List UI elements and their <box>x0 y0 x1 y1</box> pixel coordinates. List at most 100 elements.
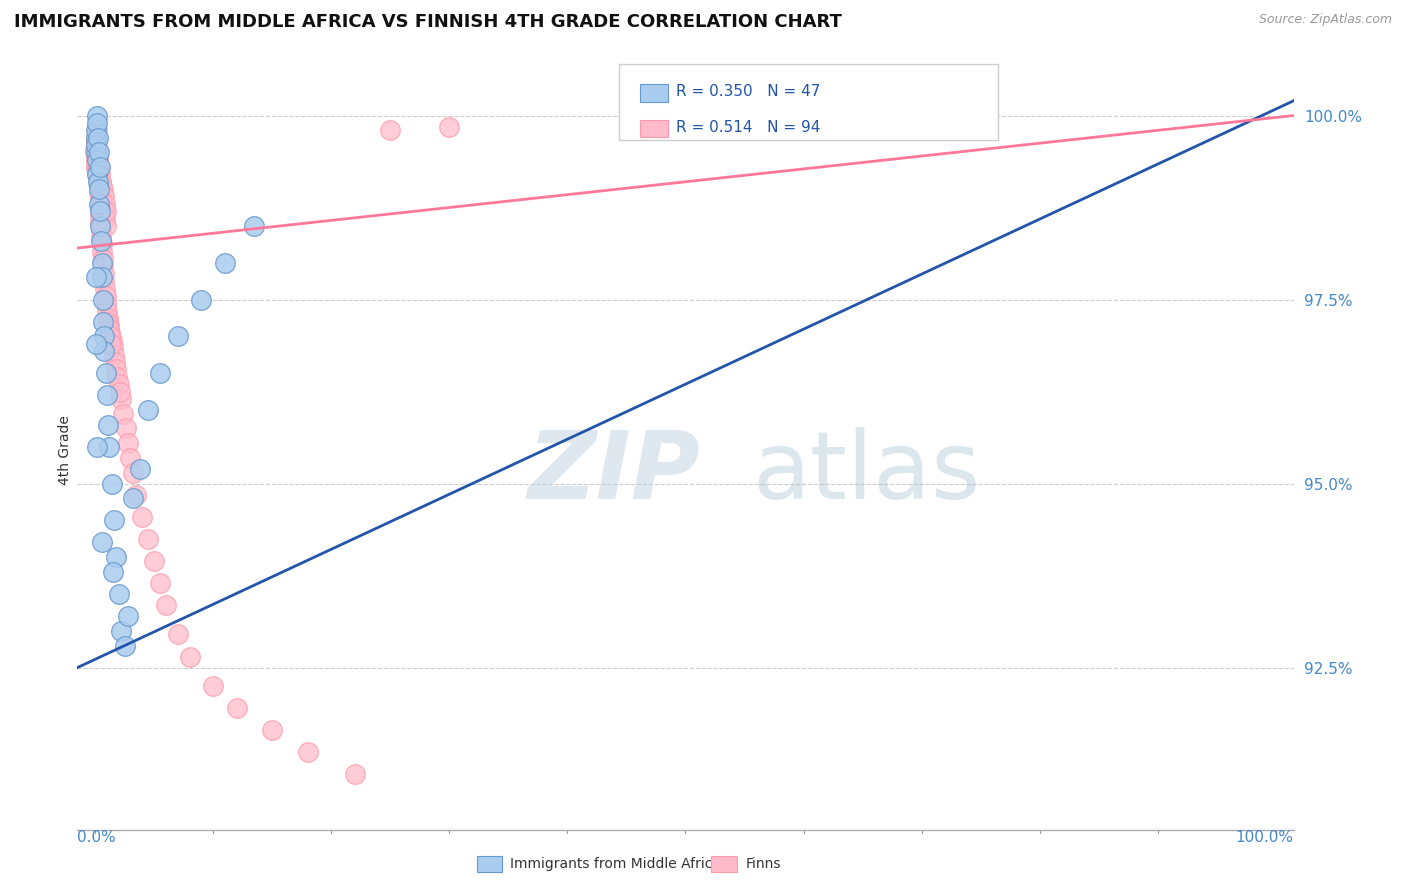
Point <box>86 153 108 167</box>
Point <box>84 145 107 160</box>
Point <box>96 296 118 310</box>
Point <box>86 175 108 189</box>
Point <box>98 440 121 454</box>
Point <box>94 366 117 380</box>
Point <box>86 109 108 123</box>
Text: 0.0%: 0.0% <box>77 830 117 845</box>
Point <box>110 624 132 638</box>
Point <box>166 627 188 641</box>
Point <box>107 377 129 392</box>
Point <box>96 388 118 402</box>
Point <box>90 222 112 236</box>
Point <box>91 535 114 549</box>
Point <box>84 123 107 137</box>
Point <box>90 256 112 270</box>
Point <box>86 145 108 160</box>
Point <box>125 488 148 502</box>
Point <box>91 293 114 307</box>
Point <box>86 123 108 137</box>
Point <box>112 407 135 421</box>
Point <box>87 156 110 170</box>
Point <box>380 123 402 137</box>
Point <box>104 355 127 369</box>
Point <box>87 153 110 167</box>
Point <box>90 175 112 189</box>
Point <box>86 149 108 163</box>
Point <box>121 466 143 480</box>
Point <box>84 145 107 160</box>
Point <box>86 160 108 174</box>
Point <box>84 142 107 156</box>
Point <box>90 182 112 196</box>
Point <box>105 362 128 376</box>
Point <box>86 138 108 153</box>
Point <box>107 369 129 384</box>
Point <box>84 130 107 145</box>
Point <box>136 532 159 546</box>
Point <box>93 189 115 203</box>
Point <box>100 333 122 347</box>
Point <box>90 230 112 244</box>
Point <box>84 134 107 148</box>
Point <box>149 366 172 380</box>
Y-axis label: 4th Grade: 4th Grade <box>58 416 72 485</box>
Point <box>107 587 129 601</box>
Point <box>87 160 110 174</box>
Point <box>439 120 461 134</box>
Point <box>86 134 108 148</box>
Point <box>91 260 114 274</box>
Text: Source: ZipAtlas.com: Source: ZipAtlas.com <box>1258 13 1392 27</box>
Point <box>90 234 112 248</box>
Point <box>155 598 177 612</box>
Point <box>103 348 125 362</box>
Point <box>87 130 110 145</box>
Text: Finns: Finns <box>745 857 780 871</box>
Point <box>86 116 108 130</box>
Point <box>84 145 107 160</box>
Point <box>166 329 188 343</box>
Point <box>89 204 111 219</box>
Point <box>87 145 110 160</box>
Point <box>96 315 118 329</box>
Point <box>84 138 107 153</box>
Point <box>297 745 319 759</box>
Point <box>90 189 112 203</box>
Point <box>108 384 131 399</box>
Point <box>343 767 366 781</box>
Point <box>86 153 108 167</box>
Point <box>91 197 114 211</box>
Point <box>243 219 266 233</box>
Point <box>87 160 110 174</box>
Point <box>87 175 110 189</box>
Point <box>93 329 115 343</box>
Point <box>98 318 121 333</box>
Point <box>110 392 132 406</box>
Point <box>225 701 247 715</box>
Point <box>86 336 108 351</box>
Point <box>89 193 111 207</box>
Point <box>86 168 108 182</box>
Point <box>86 168 108 182</box>
Point <box>91 315 114 329</box>
Point <box>94 204 117 219</box>
Point <box>86 440 108 454</box>
Point <box>98 329 121 343</box>
Point <box>190 293 212 307</box>
Point <box>91 252 114 266</box>
Point <box>120 450 142 465</box>
Text: IMMIGRANTS FROM MIDDLE AFRICA VS FINNISH 4TH GRADE CORRELATION CHART: IMMIGRANTS FROM MIDDLE AFRICA VS FINNISH… <box>14 13 842 31</box>
Point <box>87 163 110 178</box>
Point <box>91 244 114 259</box>
Point <box>105 550 128 565</box>
Point <box>84 130 107 145</box>
Point <box>100 326 122 340</box>
Point <box>86 160 108 174</box>
Point <box>91 182 114 196</box>
Text: 100.0%: 100.0% <box>1236 830 1294 845</box>
Point <box>97 417 120 432</box>
Point <box>89 208 111 222</box>
Point <box>87 171 110 186</box>
Point <box>96 303 118 318</box>
Point <box>89 168 111 182</box>
Point <box>84 153 107 167</box>
